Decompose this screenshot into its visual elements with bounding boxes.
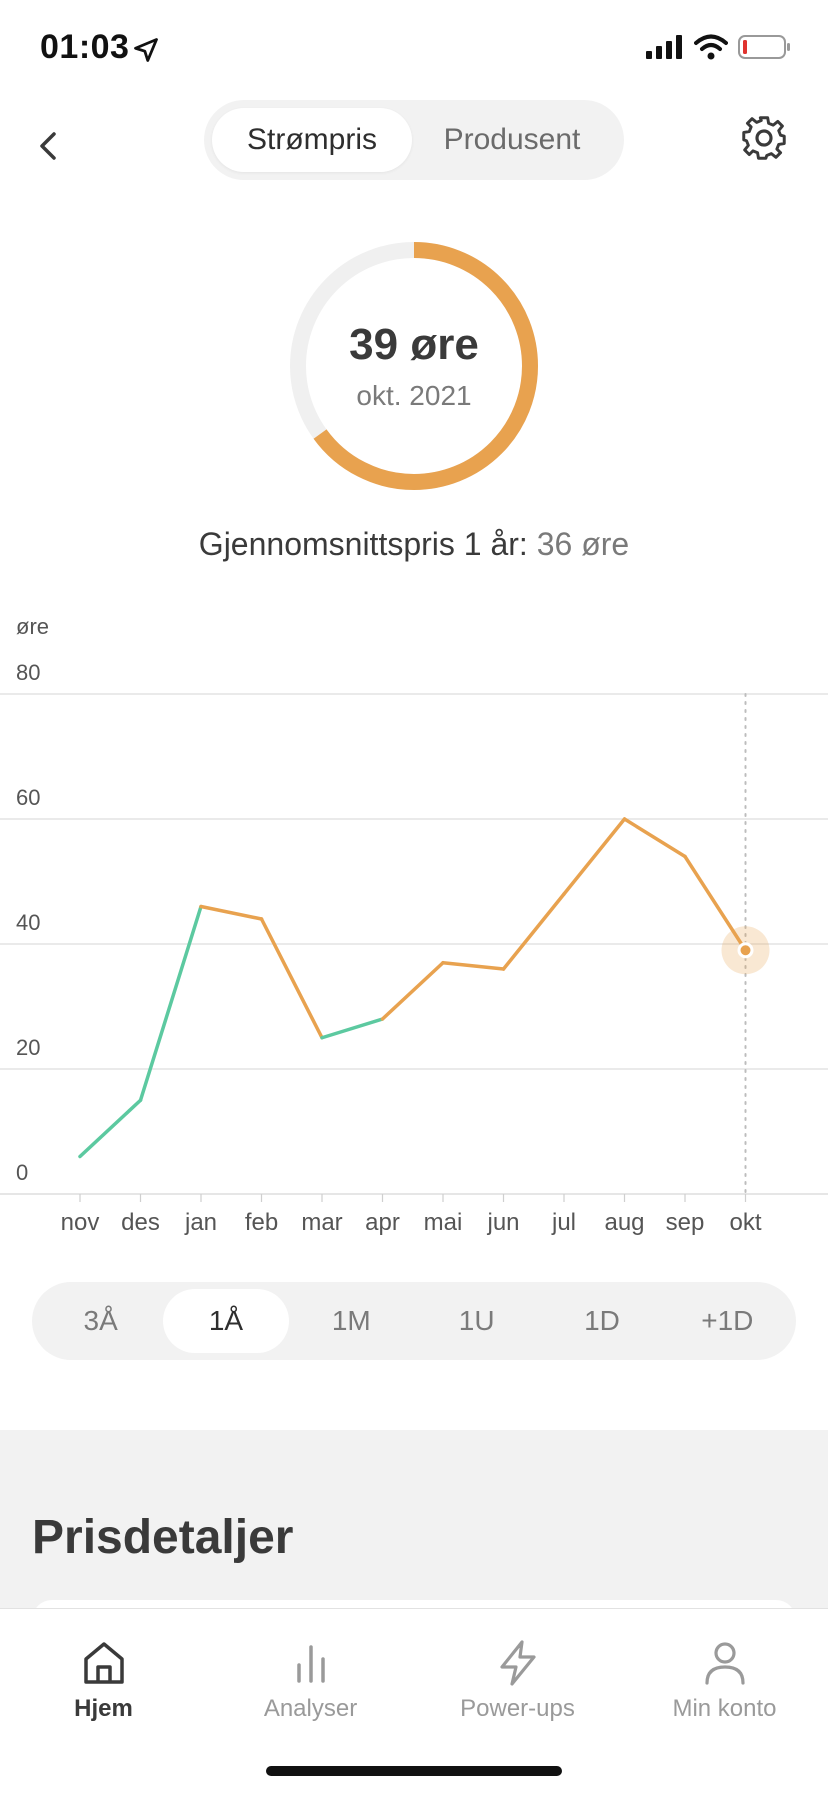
price-line-segment: [622, 817, 687, 859]
x-tick-label: nov: [61, 1209, 100, 1236]
average-price-label: Gjennomsnittspris 1 år:: [198, 526, 528, 562]
range-plus-1d[interactable]: +1D: [701, 1305, 754, 1336]
price-chart[interactable]: øre 0 20 40 60 80 nov des jan feb mar apr mai jun ju…: [0, 610, 828, 1250]
chevron-left-icon: [40, 132, 56, 160]
y-axis-unit: øre: [16, 614, 49, 639]
tab-analyser[interactable]: Analyser: [207, 1639, 414, 1723]
x-tick-label: jan: [184, 1209, 217, 1236]
selected-point[interactable]: [740, 945, 751, 956]
battery-low-icon: [738, 35, 790, 59]
tab-produsent[interactable]: Produsent: [443, 123, 581, 156]
cellular-signal-icon: [646, 35, 682, 59]
range-1d[interactable]: 1D: [584, 1305, 620, 1336]
average-price-value: 36 øre: [536, 526, 630, 562]
average-price-line: Gjennomsnittspris 1 år: 36 øre: [0, 526, 828, 563]
tab-home-label: Hjem: [74, 1695, 133, 1722]
price-line-segment: [320, 1017, 385, 1040]
home-icon: [83, 1642, 124, 1684]
bottom-tab-bar: Hjem Analyser Power-ups Min konto: [0, 1608, 828, 1793]
bar-chart-icon: [296, 1645, 325, 1683]
price-line-segment: [441, 961, 506, 971]
x-tick-label: okt: [729, 1209, 761, 1236]
x-tick-label: jul: [551, 1209, 576, 1236]
x-tick-label: des: [121, 1209, 160, 1236]
x-tick-label: mar: [301, 1209, 342, 1236]
tab-strompris[interactable]: Strømpris: [212, 108, 412, 172]
tab-analyser-label: Analyser: [263, 1695, 358, 1722]
price-line-segment: [138, 904, 203, 1102]
lightning-icon: [499, 1640, 536, 1686]
range-1w[interactable]: 1U: [458, 1305, 495, 1336]
tab-home[interactable]: Hjem: [0, 1639, 207, 1723]
details-title: Prisdetaljer: [32, 1511, 294, 1564]
current-period: okt. 2021: [356, 380, 472, 411]
ring-progress: [290, 242, 538, 490]
person-icon: [704, 1642, 745, 1685]
y-tick-label: 60: [16, 785, 40, 810]
price-mode-toggle: Strømpris Produsent: [204, 100, 624, 180]
status-time: 01:03: [40, 28, 130, 66]
x-tick-label: feb: [245, 1209, 278, 1236]
price-line-segment: [501, 892, 566, 971]
wifi-icon: [694, 34, 728, 60]
range-1y[interactable]: 1Å: [163, 1289, 289, 1353]
price-ring: [290, 242, 538, 490]
home-indicator: [266, 1766, 562, 1776]
y-tick-label: 80: [16, 660, 40, 685]
tab-min-konto[interactable]: Min konto: [621, 1639, 828, 1723]
tab-power-ups[interactable]: Power-ups: [414, 1639, 621, 1723]
gear-icon: [742, 116, 786, 160]
price-line-segment: [259, 917, 324, 1040]
price-line-segment: [562, 817, 627, 896]
price-line-segment: [380, 961, 445, 1021]
x-tick-label: mai: [424, 1209, 463, 1236]
x-tick-label: aug: [604, 1209, 644, 1236]
x-tick-label: apr: [365, 1209, 400, 1236]
settings-button[interactable]: [738, 112, 790, 164]
range-selector: 3Å 1Å 1M 1U 1D +1D: [32, 1282, 796, 1360]
y-tick-label: 20: [16, 1035, 40, 1060]
x-tick-label: sep: [666, 1209, 705, 1236]
price-line-segment: [78, 1098, 143, 1159]
details-section: [0, 1430, 828, 1610]
price-line-segment: [199, 904, 264, 921]
range-1m[interactable]: 1M: [331, 1305, 371, 1336]
tab-min-konto-label: Min konto: [672, 1695, 777, 1722]
back-button[interactable]: [28, 126, 68, 166]
range-3y[interactable]: 3Å: [83, 1305, 118, 1336]
x-tick-label: jun: [486, 1209, 519, 1236]
price-line-segment: [683, 854, 748, 952]
y-tick-label: 0: [16, 1160, 28, 1185]
location-arrow-icon: [132, 36, 160, 69]
status-indicators: [646, 34, 792, 60]
tab-power-ups-label: Power-ups: [460, 1695, 575, 1722]
y-tick-label: 40: [16, 910, 40, 935]
current-price: 39 øre: [349, 320, 479, 369]
